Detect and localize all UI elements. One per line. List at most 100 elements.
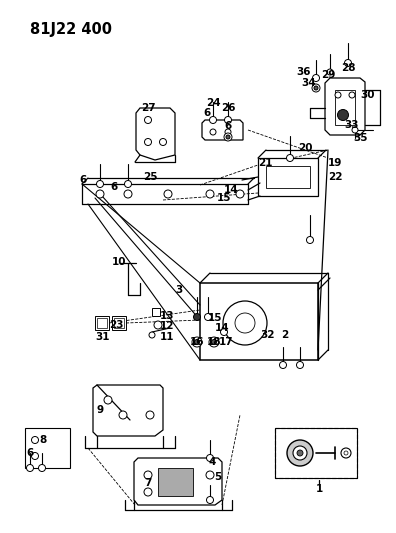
Circle shape [297, 361, 303, 368]
Polygon shape [93, 385, 163, 436]
Text: 14: 14 [224, 185, 238, 195]
Bar [112, 316, 126, 330]
Circle shape [194, 340, 200, 344]
Circle shape [149, 332, 155, 338]
Text: 30: 30 [361, 90, 375, 100]
Text: 6: 6 [225, 121, 232, 131]
Circle shape [226, 135, 230, 139]
Circle shape [312, 75, 320, 82]
Text: 12: 12 [160, 321, 174, 331]
Bar [152, 308, 160, 316]
Circle shape [145, 117, 152, 124]
Bar [275, 428, 357, 478]
Text: 5: 5 [214, 472, 222, 482]
Text: 32: 32 [261, 330, 275, 340]
Text: 33: 33 [345, 120, 359, 130]
Circle shape [144, 488, 152, 496]
Bar [266, 166, 310, 188]
Circle shape [307, 237, 314, 244]
Bar [97, 318, 107, 328]
Text: 25: 25 [143, 172, 157, 182]
Text: 6: 6 [110, 182, 118, 192]
Circle shape [210, 129, 216, 135]
Text: 6: 6 [204, 108, 211, 118]
Circle shape [280, 361, 286, 368]
Text: 24: 24 [206, 98, 220, 108]
Text: 34: 34 [302, 78, 316, 88]
Circle shape [335, 92, 341, 98]
Bar [95, 316, 109, 330]
Text: 15: 15 [208, 313, 222, 323]
Text: 4: 4 [208, 457, 216, 467]
Text: 36: 36 [297, 67, 311, 77]
Text: 81J22 400: 81J22 400 [30, 22, 112, 37]
Circle shape [286, 155, 293, 161]
Text: 8: 8 [39, 435, 47, 445]
Text: 1: 1 [315, 484, 323, 494]
Circle shape [154, 321, 162, 329]
Bar [200, 283, 318, 360]
Circle shape [145, 139, 152, 146]
Text: 29: 29 [321, 70, 335, 80]
Circle shape [96, 190, 104, 198]
Circle shape [287, 440, 313, 466]
Text: 7: 7 [144, 478, 152, 488]
Polygon shape [136, 108, 175, 160]
Circle shape [97, 181, 103, 188]
Circle shape [224, 133, 232, 141]
Text: 22: 22 [328, 172, 342, 182]
Circle shape [223, 301, 267, 345]
Text: 35: 35 [354, 133, 368, 143]
Circle shape [341, 448, 351, 458]
Text: 14: 14 [215, 323, 229, 333]
Text: 19: 19 [328, 158, 342, 168]
Text: 6: 6 [79, 175, 87, 185]
Circle shape [32, 453, 38, 459]
Text: 17: 17 [219, 337, 233, 347]
Circle shape [236, 190, 244, 198]
Circle shape [164, 190, 172, 198]
Text: 6: 6 [27, 448, 34, 458]
Bar [275, 428, 357, 478]
Circle shape [146, 411, 154, 419]
Circle shape [337, 109, 348, 120]
Circle shape [144, 471, 152, 479]
Bar [158, 468, 193, 496]
Circle shape [160, 139, 166, 146]
Bar [258, 158, 318, 196]
Circle shape [293, 446, 307, 460]
Circle shape [225, 129, 231, 135]
Circle shape [211, 340, 217, 344]
Circle shape [345, 60, 352, 67]
Circle shape [32, 437, 38, 443]
Circle shape [327, 69, 333, 75]
Text: 11: 11 [160, 332, 174, 342]
Text: 13: 13 [160, 311, 174, 321]
Text: 28: 28 [341, 63, 355, 73]
Circle shape [204, 313, 211, 320]
Circle shape [352, 127, 358, 133]
Text: 18: 18 [207, 337, 221, 347]
Circle shape [124, 181, 131, 188]
Circle shape [235, 313, 255, 333]
Text: 2: 2 [282, 330, 289, 340]
Circle shape [209, 337, 219, 347]
Text: 23: 23 [109, 320, 123, 330]
Circle shape [124, 190, 132, 198]
Circle shape [206, 455, 213, 462]
Circle shape [206, 471, 214, 479]
Circle shape [119, 411, 127, 419]
Circle shape [209, 117, 217, 124]
Circle shape [297, 450, 303, 456]
Circle shape [104, 396, 112, 404]
Polygon shape [325, 78, 365, 135]
Bar [114, 318, 124, 328]
Text: 26: 26 [221, 103, 235, 113]
Circle shape [312, 84, 320, 92]
Polygon shape [202, 120, 243, 140]
Text: 20: 20 [298, 143, 312, 153]
Text: 21: 21 [258, 158, 272, 168]
Circle shape [192, 337, 202, 347]
Polygon shape [134, 458, 222, 505]
Circle shape [27, 464, 34, 472]
